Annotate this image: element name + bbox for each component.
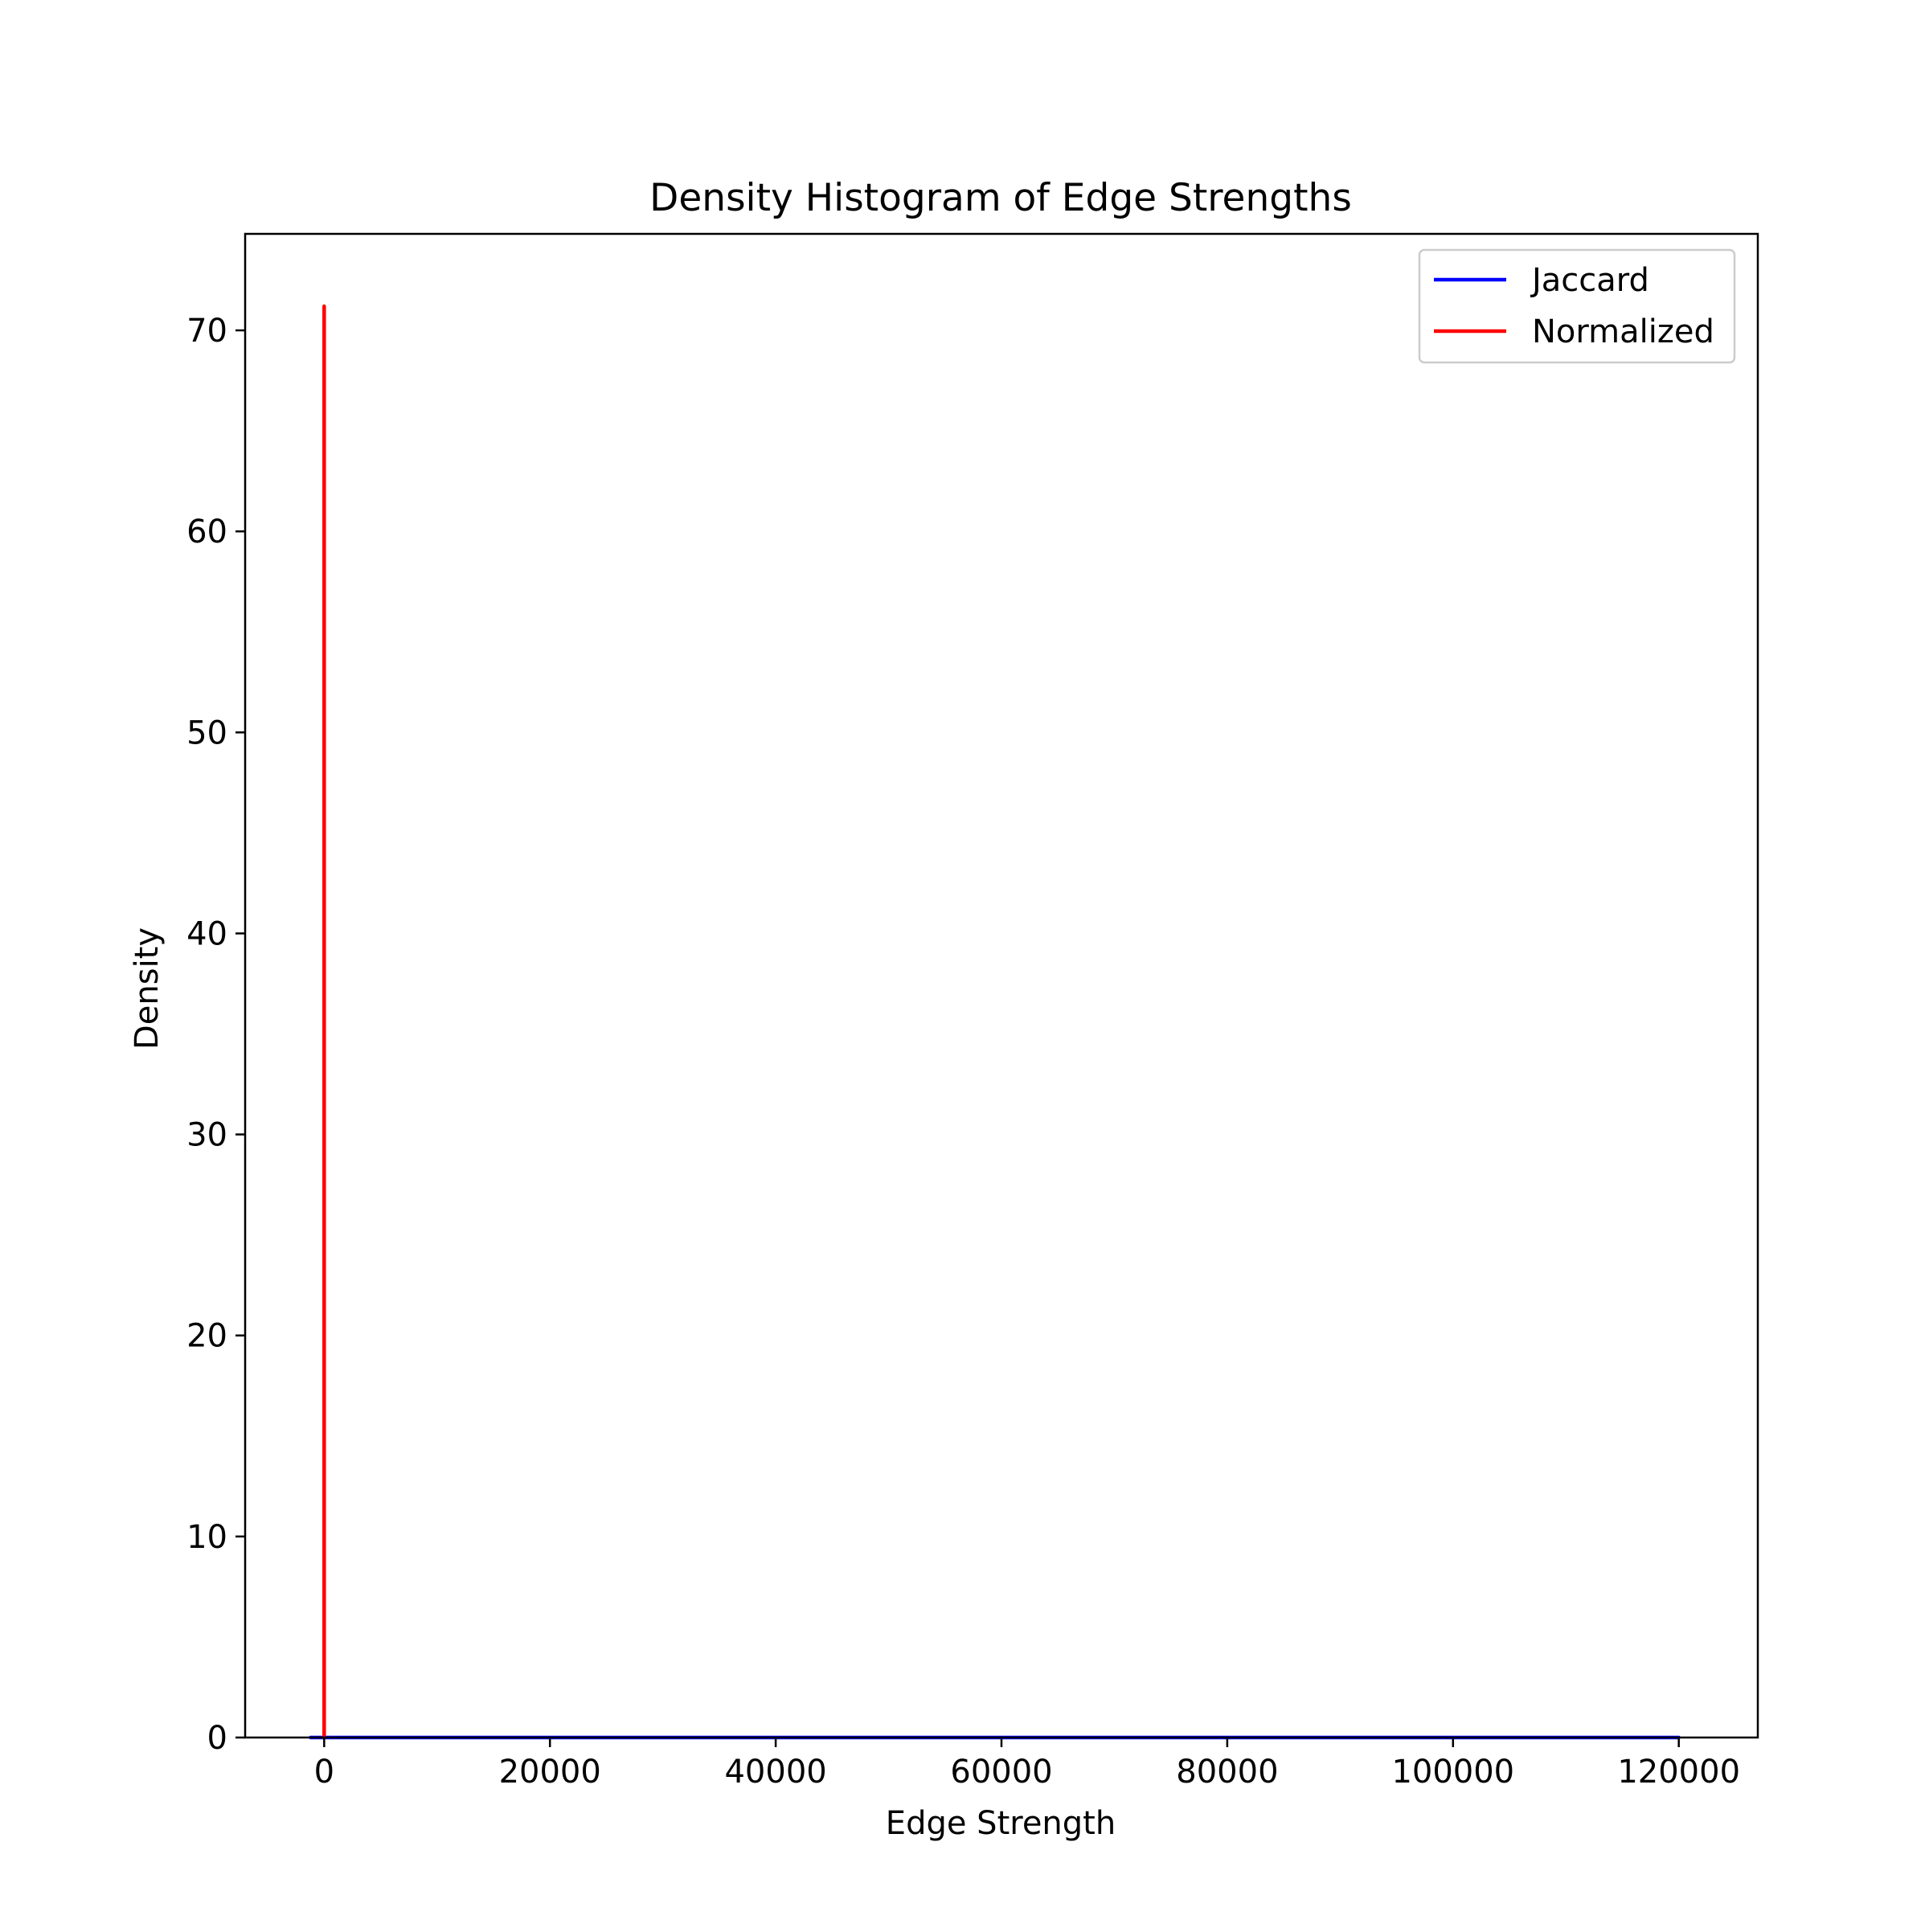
x-tick-label: 100000 [1391,1754,1514,1791]
x-tick-label: 20000 [499,1754,601,1791]
y-tick-label: 30 [186,1117,227,1154]
y-tick-label: 60 [186,514,227,551]
y-tick-label: 70 [186,313,227,350]
y-tick-label: 40 [186,915,227,952]
y-tick-label: 50 [186,714,227,751]
legend-label-normalized: Normalized [1532,313,1714,350]
x-axis-label: Edge Strength [886,1805,1116,1842]
x-tick-label: 60000 [950,1754,1052,1791]
y-tick-label: 0 [207,1720,227,1757]
chart-title: Density Histogram of Edge Strengths [649,176,1352,220]
x-tick-label: 80000 [1176,1754,1278,1791]
x-tick-label: 0 [314,1754,334,1791]
x-tick-label: 40000 [724,1754,826,1791]
legend: Jaccard Normalized [1418,248,1736,364]
axes: 0 20000 40000 60000 80000 100000 120000 0 10 20 30… [186,232,1759,1791]
legend-label-jaccard: Jaccard [1530,262,1649,299]
y-axis-label: Density [129,927,166,1050]
y-tick-label: 20 [186,1318,227,1355]
y-tick-label: 10 [186,1519,227,1556]
x-tick-label: 120000 [1617,1754,1740,1791]
